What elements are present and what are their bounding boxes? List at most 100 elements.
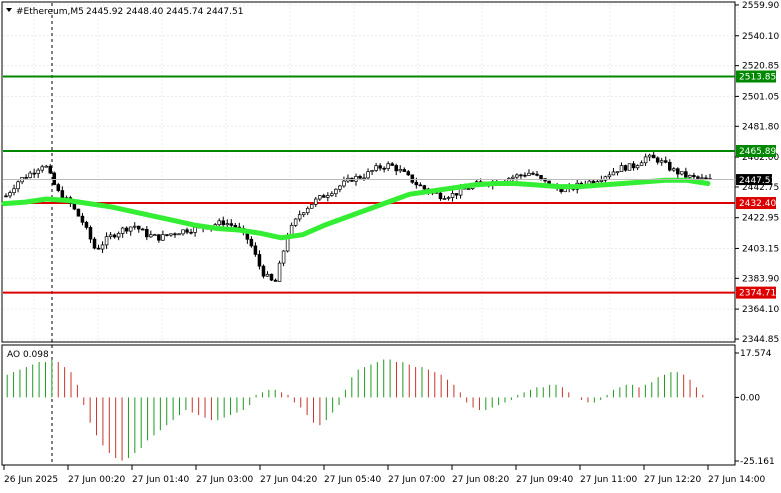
candle-body [450, 193, 455, 198]
ao-tick-label: 17.574 [740, 349, 772, 359]
candle-body [438, 192, 443, 200]
candle-body [414, 181, 419, 186]
candle-body [672, 168, 676, 171]
candle-body [386, 163, 390, 169]
candle-body [627, 163, 632, 171]
candle-body [318, 195, 322, 200]
candle-body [84, 221, 89, 228]
candle-body [370, 170, 374, 173]
ao-axis: 17.574 0.00 -25.161 [735, 349, 775, 467]
candle-body [619, 165, 624, 172]
candle-body [422, 185, 427, 190]
moving-average-line [1, 177, 711, 241]
candle-body [631, 163, 636, 169]
candle-body [607, 174, 612, 178]
candle-body [454, 193, 459, 196]
resistance-level-label: 2465.89 [739, 147, 776, 157]
candle-body [253, 245, 258, 255]
candle-body [527, 172, 531, 176]
time-tick-label: 27 Jun 04:20 [260, 475, 317, 485]
candle-body [700, 177, 704, 180]
candle-body [382, 167, 386, 170]
candle-body [116, 233, 121, 238]
time-tick-label: 27 Jun 08:20 [452, 475, 509, 485]
candle-body [56, 184, 61, 191]
resistance-level-label: 2513.85 [739, 73, 776, 83]
candle-body [32, 172, 36, 175]
candle-body [229, 223, 234, 226]
candle-body [643, 156, 648, 164]
candle-body [92, 238, 97, 249]
current-price-tag: 2447.51 [736, 174, 776, 186]
candle-body [611, 171, 616, 176]
candle-body [297, 214, 302, 220]
price-tick-label: 2344.85 [742, 335, 779, 345]
price-tick-label: 2462.00 [742, 153, 779, 163]
candle-body [330, 193, 334, 196]
candle-body [390, 163, 394, 166]
candle-body [269, 273, 274, 281]
chart-menu-arrow-icon[interactable] [6, 8, 12, 12]
candle-body [52, 172, 57, 185]
candle-body [539, 175, 543, 179]
candle-body [402, 169, 407, 172]
time-axis[interactable]: 26 Jun 2025 27 Jun 00:20 27 Jun 01:40 27 Ju… [3, 465, 765, 485]
candle-body [100, 244, 105, 250]
candle-body [663, 160, 668, 163]
candle-body [72, 203, 77, 210]
candle-body [96, 247, 101, 250]
candle-body [217, 220, 221, 226]
candle-body [366, 171, 370, 179]
candle-body [410, 174, 415, 183]
candle-body [128, 226, 133, 232]
candle-body [221, 220, 225, 226]
candle-body [623, 165, 628, 171]
candle-body [233, 224, 238, 228]
candle-body [153, 234, 157, 236]
price-tick-label: 2422.95 [742, 214, 779, 224]
candle-body [519, 174, 523, 177]
candle-body [293, 218, 298, 226]
candle-body [603, 176, 608, 181]
level-labels: 2513.85 2465.89 2432.40 2374.71 [736, 70, 776, 299]
candle-body [394, 165, 398, 172]
price-tick-label: 2559.90 [742, 1, 779, 11]
ohlc-readout: 2445.92 2448.40 2445.74 2447.51 [86, 7, 243, 17]
candle-body [639, 162, 644, 166]
time-tick-label: 27 Jun 01:40 [132, 475, 189, 485]
candle-body [16, 181, 20, 190]
candle-body [36, 169, 40, 174]
candle-body [145, 228, 149, 238]
candle-body [173, 233, 177, 236]
grid [3, 3, 739, 342]
horizontal-levels[interactable] [3, 75, 735, 294]
candle-body [406, 171, 411, 176]
resistance-level-tag [736, 70, 776, 83]
time-tick-label: 27 Jun 14:00 [708, 475, 765, 485]
candle-body [358, 175, 362, 179]
candle-body [511, 176, 515, 179]
candle-body [137, 225, 141, 230]
candle-body [281, 250, 286, 264]
candle-body [112, 234, 117, 238]
candle-body [531, 172, 535, 175]
candle-body [668, 161, 672, 171]
candle-body [132, 225, 137, 228]
candle-body [523, 174, 527, 177]
candle-body [169, 233, 173, 236]
candle-body [28, 172, 32, 178]
candle-body [76, 208, 81, 217]
candle-body [696, 176, 700, 179]
candle-body [40, 166, 44, 171]
candle-body [599, 179, 604, 182]
candle-body [165, 234, 169, 236]
candle-body [692, 175, 696, 178]
candle-body [88, 227, 93, 240]
candle-body [334, 188, 338, 195]
price-tick-label: 2501.05 [742, 92, 779, 102]
price-axis[interactable]: 2559.90 2540.10 2520.85 2501.05 2481.80 2462.… [735, 1, 779, 345]
candle-body [442, 198, 447, 200]
candle-body [301, 212, 306, 216]
